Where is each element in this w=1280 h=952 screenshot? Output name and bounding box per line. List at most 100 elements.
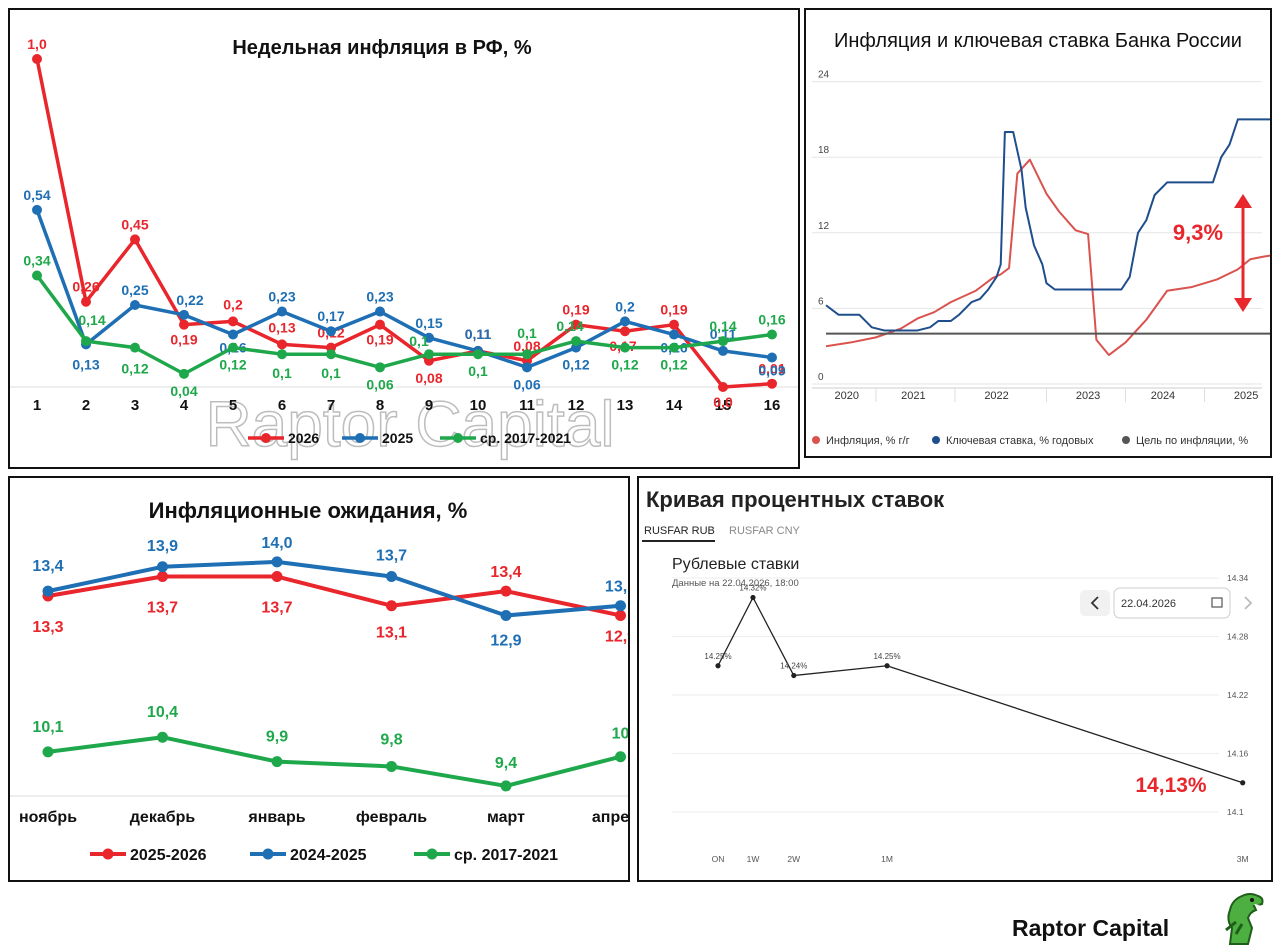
x-tick-label: март [487,809,525,826]
date-input-value: 22.04.2026 [1121,598,1176,610]
data-label: 0,04 [170,383,197,399]
x-tick-label: декабрь [130,809,196,826]
data-label: 13,9 [147,538,178,555]
data-label: 0,13 [72,356,99,372]
date-input [1113,587,1231,619]
series-line [717,596,1243,784]
data-label: 0,11 [465,326,492,342]
data-point [620,316,630,327]
data-label: 14.32% [739,584,766,593]
y-tick-label: 12 [818,221,830,232]
data-label: 0,22 [176,292,203,308]
x-tick-label: 3 [131,397,139,414]
legend-marker [262,848,274,860]
y-tick-label: 24 [818,70,830,81]
data-label: 14,0 [261,535,292,552]
data-point [271,556,283,568]
subtitle: Рублевые ставки [672,556,799,573]
legend-label: ср. 2017-2021 [480,430,571,446]
data-point [42,585,54,597]
data-label: 0,25 [121,282,148,298]
data-label: 0,2 [615,298,635,314]
data-point [669,329,679,340]
x-tick-label: 15 [715,397,732,414]
data-point [42,746,54,758]
series-line-ср. 2017-2021 [35,274,773,376]
data-point [179,368,189,379]
data-label: 0,12 [660,357,687,373]
data-point [522,349,532,360]
data-label: 0,19 [562,302,589,318]
legend-marker [453,433,463,443]
last-rate-annotation: 14,13% [1135,774,1207,797]
series-line [825,118,1270,332]
legend-marker [102,848,114,860]
data-point [130,234,140,245]
series-line [47,735,621,788]
data-point [81,336,91,347]
data-label: 0,2 [223,296,243,312]
data-label: 0,12 [219,357,246,373]
yield-curve-panel: Кривая процентных ставок RUSFAR RUB RUSFAR… [637,476,1273,882]
legend-label: 2026 [288,430,319,446]
x-tick-label: ON [712,854,725,864]
data-point [669,342,679,353]
gap-annotation: 9,3% [1173,220,1223,245]
data-label: 0,23 [268,289,295,305]
x-tick-label: 6 [278,397,286,414]
data-label: 0,12 [121,361,148,377]
y-tick-label: 14.28 [1227,632,1249,642]
data-point [767,352,777,363]
data-point [375,362,385,373]
legend-label: Цель по инфляции, % [1136,435,1248,447]
legend-marker [261,433,271,443]
x-tick-label: 2 [82,397,90,414]
data-point [791,672,797,679]
data-point [32,270,42,281]
tab-rusfar-cny: RUSFAR CNY [729,525,801,537]
chart-title: Кривая процентных ставок [646,487,945,512]
data-label: 0,14 [709,318,736,334]
chart-title: Инфляция и ключевая ставка Банка России [834,30,1242,52]
data-point [32,204,42,215]
data-point [500,609,512,621]
x-tick-label: 2021 [901,390,925,402]
data-point [277,339,287,350]
data-point [522,362,532,373]
data-label: 0,23 [366,289,393,305]
x-tick-label: 9 [425,397,433,414]
data-point [718,345,728,356]
data-label: 0,1 [409,333,429,349]
y-tick-label: 14.1 [1227,807,1244,817]
data-point [767,329,777,340]
data-label: 0,19 [366,332,393,348]
legend-label: 2025-2026 [130,847,207,864]
data-point [130,300,140,310]
y-tick-label: 6 [818,296,824,307]
series-line-2025 [35,209,773,370]
data-point [615,751,626,763]
data-label: 0,15 [415,315,442,331]
legend-label: ср. 2017-2021 [454,847,558,864]
data-label: 0,1 [272,365,292,381]
x-tick-label: 1 [33,397,41,414]
data-label: 0,14 [78,312,105,328]
data-point [386,760,397,772]
data-label: 10,4 [147,704,178,721]
x-tick-label: апрель [592,809,628,826]
tab-rusfar-rub: RUSFAR RUB [644,525,715,537]
data-label: 9,8 [380,731,402,748]
x-tick-label: 5 [229,397,237,414]
y-tick-label: 14.22 [1227,690,1249,700]
data-point [386,600,397,612]
legend-label: Ключевая ставка, % годовых [946,435,1094,447]
y-tick-label: 14.16 [1227,749,1249,759]
data-label: 0,17 [317,308,344,324]
y-tick-label: 14.34 [1227,573,1249,583]
y-tick-label: 0 [818,372,824,383]
data-label: 0,1 [517,325,537,341]
series-line [825,158,1270,357]
data-point [424,349,434,360]
x-tick-label: 7 [327,397,335,414]
data-point [271,571,283,583]
